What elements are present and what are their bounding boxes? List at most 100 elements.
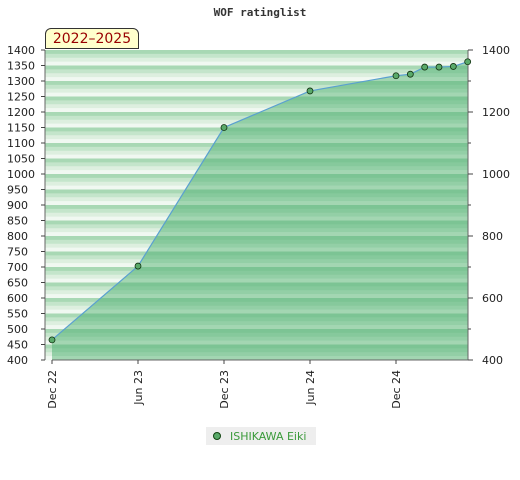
- x-tick-label: Dec 23: [218, 370, 231, 409]
- data-markers: [48, 58, 472, 344]
- left-y-axis: 400 450 500 550 600 650 700 750 800 850 900 950 1000…: [7, 44, 45, 367]
- x-tick-label: Dec 22: [46, 370, 59, 409]
- data-point[interactable]: [421, 63, 429, 71]
- left-tick-label: 750: [7, 246, 28, 259]
- area-band: [52, 123, 468, 128]
- area-band: [52, 278, 468, 283]
- x-tick-label: Dec 24: [390, 370, 403, 409]
- left-tick-label: 1100: [7, 137, 35, 150]
- background-band: [45, 88, 468, 93]
- data-point[interactable]: [449, 63, 457, 70]
- area-band: [52, 115, 468, 121]
- area-band: [52, 325, 468, 330]
- area-band: [52, 309, 468, 314]
- background-band: [45, 53, 468, 59]
- data-point[interactable]: [464, 58, 472, 66]
- area-band: [52, 282, 468, 287]
- background-band: [45, 77, 468, 82]
- left-tick-label: 400: [7, 354, 28, 367]
- background-band: [45, 96, 468, 101]
- data-point[interactable]: [392, 72, 400, 80]
- right-tick-label: 1000: [482, 168, 510, 181]
- area-band: [52, 150, 468, 155]
- area-band: [52, 112, 468, 117]
- left-tick-label: 700: [7, 261, 28, 274]
- data-point[interactable]: [406, 70, 414, 78]
- area-band: [52, 243, 468, 248]
- area-band: [52, 340, 468, 345]
- area-band: [52, 313, 468, 318]
- area-band: [52, 193, 468, 198]
- left-tick-label: 850: [7, 215, 28, 228]
- left-tick-label: 1200: [7, 106, 35, 119]
- area-band: [52, 301, 468, 307]
- area-band: [52, 174, 468, 179]
- background-band: [45, 57, 468, 62]
- left-tick-label: 500: [7, 323, 28, 336]
- period-badge: 2022–2025: [45, 28, 139, 49]
- left-tick-label: 1400: [7, 44, 35, 57]
- area-band: [52, 321, 468, 326]
- area-band: [52, 336, 468, 341]
- area-band: [52, 263, 468, 268]
- data-point[interactable]: [134, 262, 142, 270]
- area-band: [52, 131, 468, 136]
- area-band: [52, 255, 468, 260]
- area-band: [52, 162, 468, 167]
- area-band: [52, 352, 468, 357]
- area-band: [52, 348, 468, 353]
- x-axis: Dec 22 Jun 23 Dec 23 Jun 24 Dec 24: [46, 359, 468, 409]
- left-tick-label: 950: [7, 184, 28, 197]
- area-band: [52, 143, 468, 148]
- area-band: [52, 197, 468, 202]
- data-point[interactable]: [220, 124, 228, 131]
- area-band: [52, 356, 468, 360]
- area-band: [52, 135, 468, 140]
- area-band: [52, 146, 468, 152]
- data-point[interactable]: [48, 336, 56, 344]
- area-band: [52, 239, 468, 245]
- area-band: [52, 317, 468, 322]
- area-band: [52, 139, 468, 144]
- left-tick-label: 1000: [7, 168, 35, 181]
- area-band: [52, 212, 468, 217]
- left-tick-label: 800: [7, 230, 28, 243]
- area-band: [52, 220, 468, 225]
- x-tick-label: Jun 24: [304, 370, 317, 406]
- x-tick-label: Jun 23: [132, 370, 145, 406]
- area-band: [52, 344, 468, 349]
- area-band: [52, 185, 468, 190]
- left-tick-label: 1350: [7, 60, 35, 73]
- left-tick-label: 550: [7, 308, 28, 321]
- background-band: [45, 92, 468, 97]
- left-tick-label: 650: [7, 277, 28, 290]
- area-band: [52, 290, 468, 295]
- background-band: [45, 61, 468, 66]
- legend[interactable]: ISHIKAWA Eiki: [206, 427, 316, 445]
- area-band: [52, 181, 468, 186]
- background-band: [45, 73, 468, 78]
- background-band: [45, 81, 468, 86]
- area-band: [52, 119, 468, 124]
- background-band: [45, 100, 468, 105]
- area-band: [52, 286, 468, 291]
- right-y-axis: 400 600 800 1000 1200 1400: [468, 44, 510, 367]
- area-band: [52, 228, 468, 233]
- area-band: [52, 294, 468, 299]
- area-band: [52, 247, 468, 252]
- area-band: [52, 201, 468, 206]
- area-band: [52, 158, 468, 163]
- data-point[interactable]: [306, 87, 314, 95]
- legend-label: ISHIKAWA Eiki: [230, 429, 307, 443]
- area-band: [52, 332, 468, 338]
- data-point[interactable]: [435, 63, 443, 71]
- area-band: [52, 205, 468, 210]
- left-tick-label: 1050: [7, 153, 35, 166]
- area-band: [52, 236, 468, 241]
- right-tick-label: 800: [482, 230, 503, 243]
- left-tick-label: 600: [7, 292, 28, 305]
- area-band: [52, 305, 468, 310]
- right-tick-label: 600: [482, 292, 503, 305]
- area-band: [52, 224, 468, 229]
- area-band: [52, 232, 468, 237]
